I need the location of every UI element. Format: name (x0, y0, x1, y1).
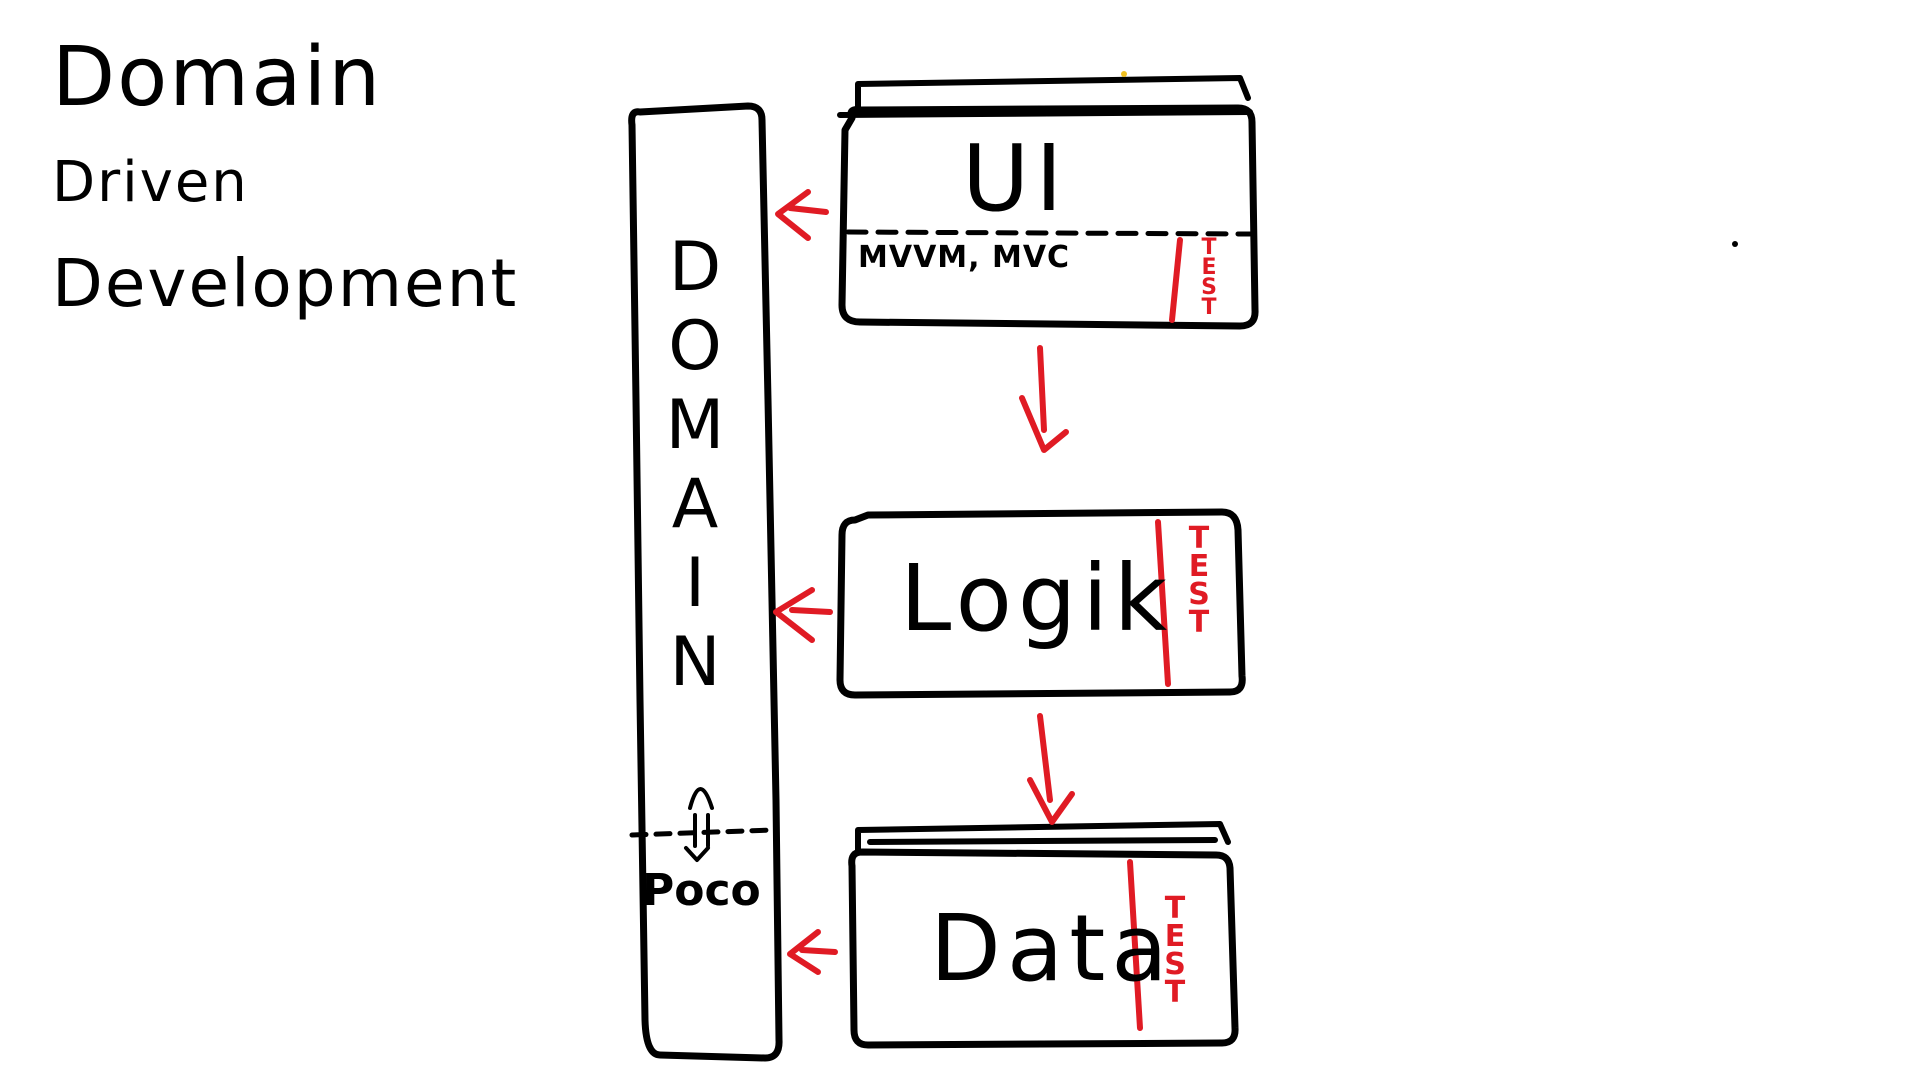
title-line-driven: Driven (52, 150, 249, 215)
logik-to-domain-arrow (773, 587, 833, 643)
data-layer-box (848, 848, 1239, 1049)
domain-pillar-box (628, 102, 783, 1062)
data-to-domain-arrow (787, 929, 838, 975)
logik-to-data-arrow (1027, 713, 1075, 825)
stray-dot (1732, 241, 1738, 247)
title-line-domain: Domain (52, 30, 383, 125)
domain-vertical-label: D O M A I N (655, 228, 735, 702)
domain-pillar-divider (629, 827, 775, 838)
domain-letter: N (669, 623, 721, 702)
data-layer-top-flap (855, 821, 1231, 853)
domain-poco-label: Poco (642, 865, 761, 916)
ui-layer-sub-label: MVVM, MVC (858, 240, 1071, 275)
domain-letter: A (671, 465, 719, 544)
domain-letter: M (665, 386, 725, 465)
ui-layer-label: UI (962, 125, 1069, 232)
domain-letter: D (668, 228, 722, 307)
logik-test-label: TEST (1188, 521, 1210, 640)
domain-letter: O (668, 307, 722, 386)
ui-layer-top-flap (837, 75, 1253, 118)
data-test-label: TEST (1164, 891, 1186, 1010)
stray-dot-yellow (1121, 71, 1127, 77)
logik-test-separator (1155, 519, 1171, 687)
logik-layer-box (836, 508, 1246, 699)
logik-layer-label: Logik (900, 545, 1174, 652)
ui-to-logik-arrow (1019, 345, 1069, 453)
domain-letter: I (684, 544, 706, 623)
ui-test-label: TEST (1201, 235, 1217, 320)
data-layer-label: Data (930, 895, 1174, 1002)
domain-divider-connector-icon (684, 787, 714, 862)
title-line-development: Development (52, 245, 519, 322)
ui-to-domain-arrow (775, 189, 829, 241)
ui-layer-divider (845, 229, 1253, 237)
data-test-separator (1127, 859, 1143, 1031)
ui-test-separator (1169, 237, 1183, 323)
